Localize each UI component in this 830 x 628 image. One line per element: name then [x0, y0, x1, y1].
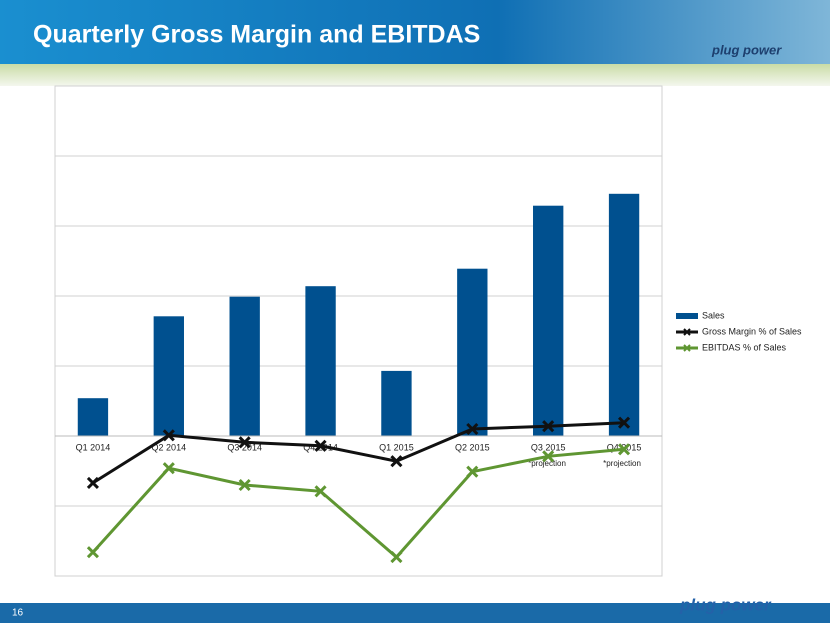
x-tick-label: Q3 2015 — [531, 442, 566, 452]
marker — [162, 462, 175, 475]
x-tick-label: Q1 2015 — [379, 442, 414, 452]
bar — [381, 370, 412, 436]
bar — [305, 286, 336, 436]
line — [91, 447, 625, 560]
slide-title: Quarterly Gross Margin and EBITDAS — [33, 21, 480, 49]
marker — [86, 476, 99, 489]
legend-swatch — [683, 328, 691, 336]
x-tick-label: Q2 2014 — [152, 442, 187, 452]
marker — [542, 420, 555, 433]
x-tick-label: Q2 2015 — [455, 442, 490, 452]
legend-swatch — [676, 313, 698, 319]
line — [92, 421, 625, 485]
marker — [314, 485, 327, 498]
marker — [618, 443, 631, 456]
marker — [314, 439, 327, 452]
header-band — [0, 64, 830, 86]
bar — [457, 268, 488, 436]
marker — [238, 436, 251, 449]
bar — [229, 296, 260, 436]
legend-swatch — [683, 344, 691, 352]
plot-frame — [54, 85, 663, 577]
footer-logo: plug power — [679, 595, 772, 614]
bar — [153, 316, 184, 436]
bar — [608, 193, 640, 436]
bar — [533, 205, 564, 436]
page-number: 16 — [12, 608, 24, 619]
legend-label: Sales — [702, 310, 725, 320]
marker — [542, 450, 555, 463]
header-bar — [0, 0, 830, 64]
annotation: *projection — [528, 459, 566, 468]
header-logo: plug power — [711, 42, 782, 57]
x-tick-label: Q3 2014 — [227, 442, 262, 452]
marker — [466, 465, 479, 478]
marker — [390, 551, 403, 564]
marker — [618, 416, 631, 429]
bar — [77, 398, 109, 436]
marker — [238, 478, 251, 492]
marker — [466, 422, 479, 436]
annotation: *projection — [603, 459, 641, 468]
marker — [162, 429, 175, 442]
legend-label: Gross Margin % of Sales — [702, 326, 802, 336]
footer-bar — [0, 603, 830, 623]
legend-label: EBITDAS % of Sales — [702, 342, 787, 352]
marker — [86, 546, 99, 559]
x-tick-label: Q1 2014 — [76, 442, 111, 452]
marker — [390, 455, 403, 468]
